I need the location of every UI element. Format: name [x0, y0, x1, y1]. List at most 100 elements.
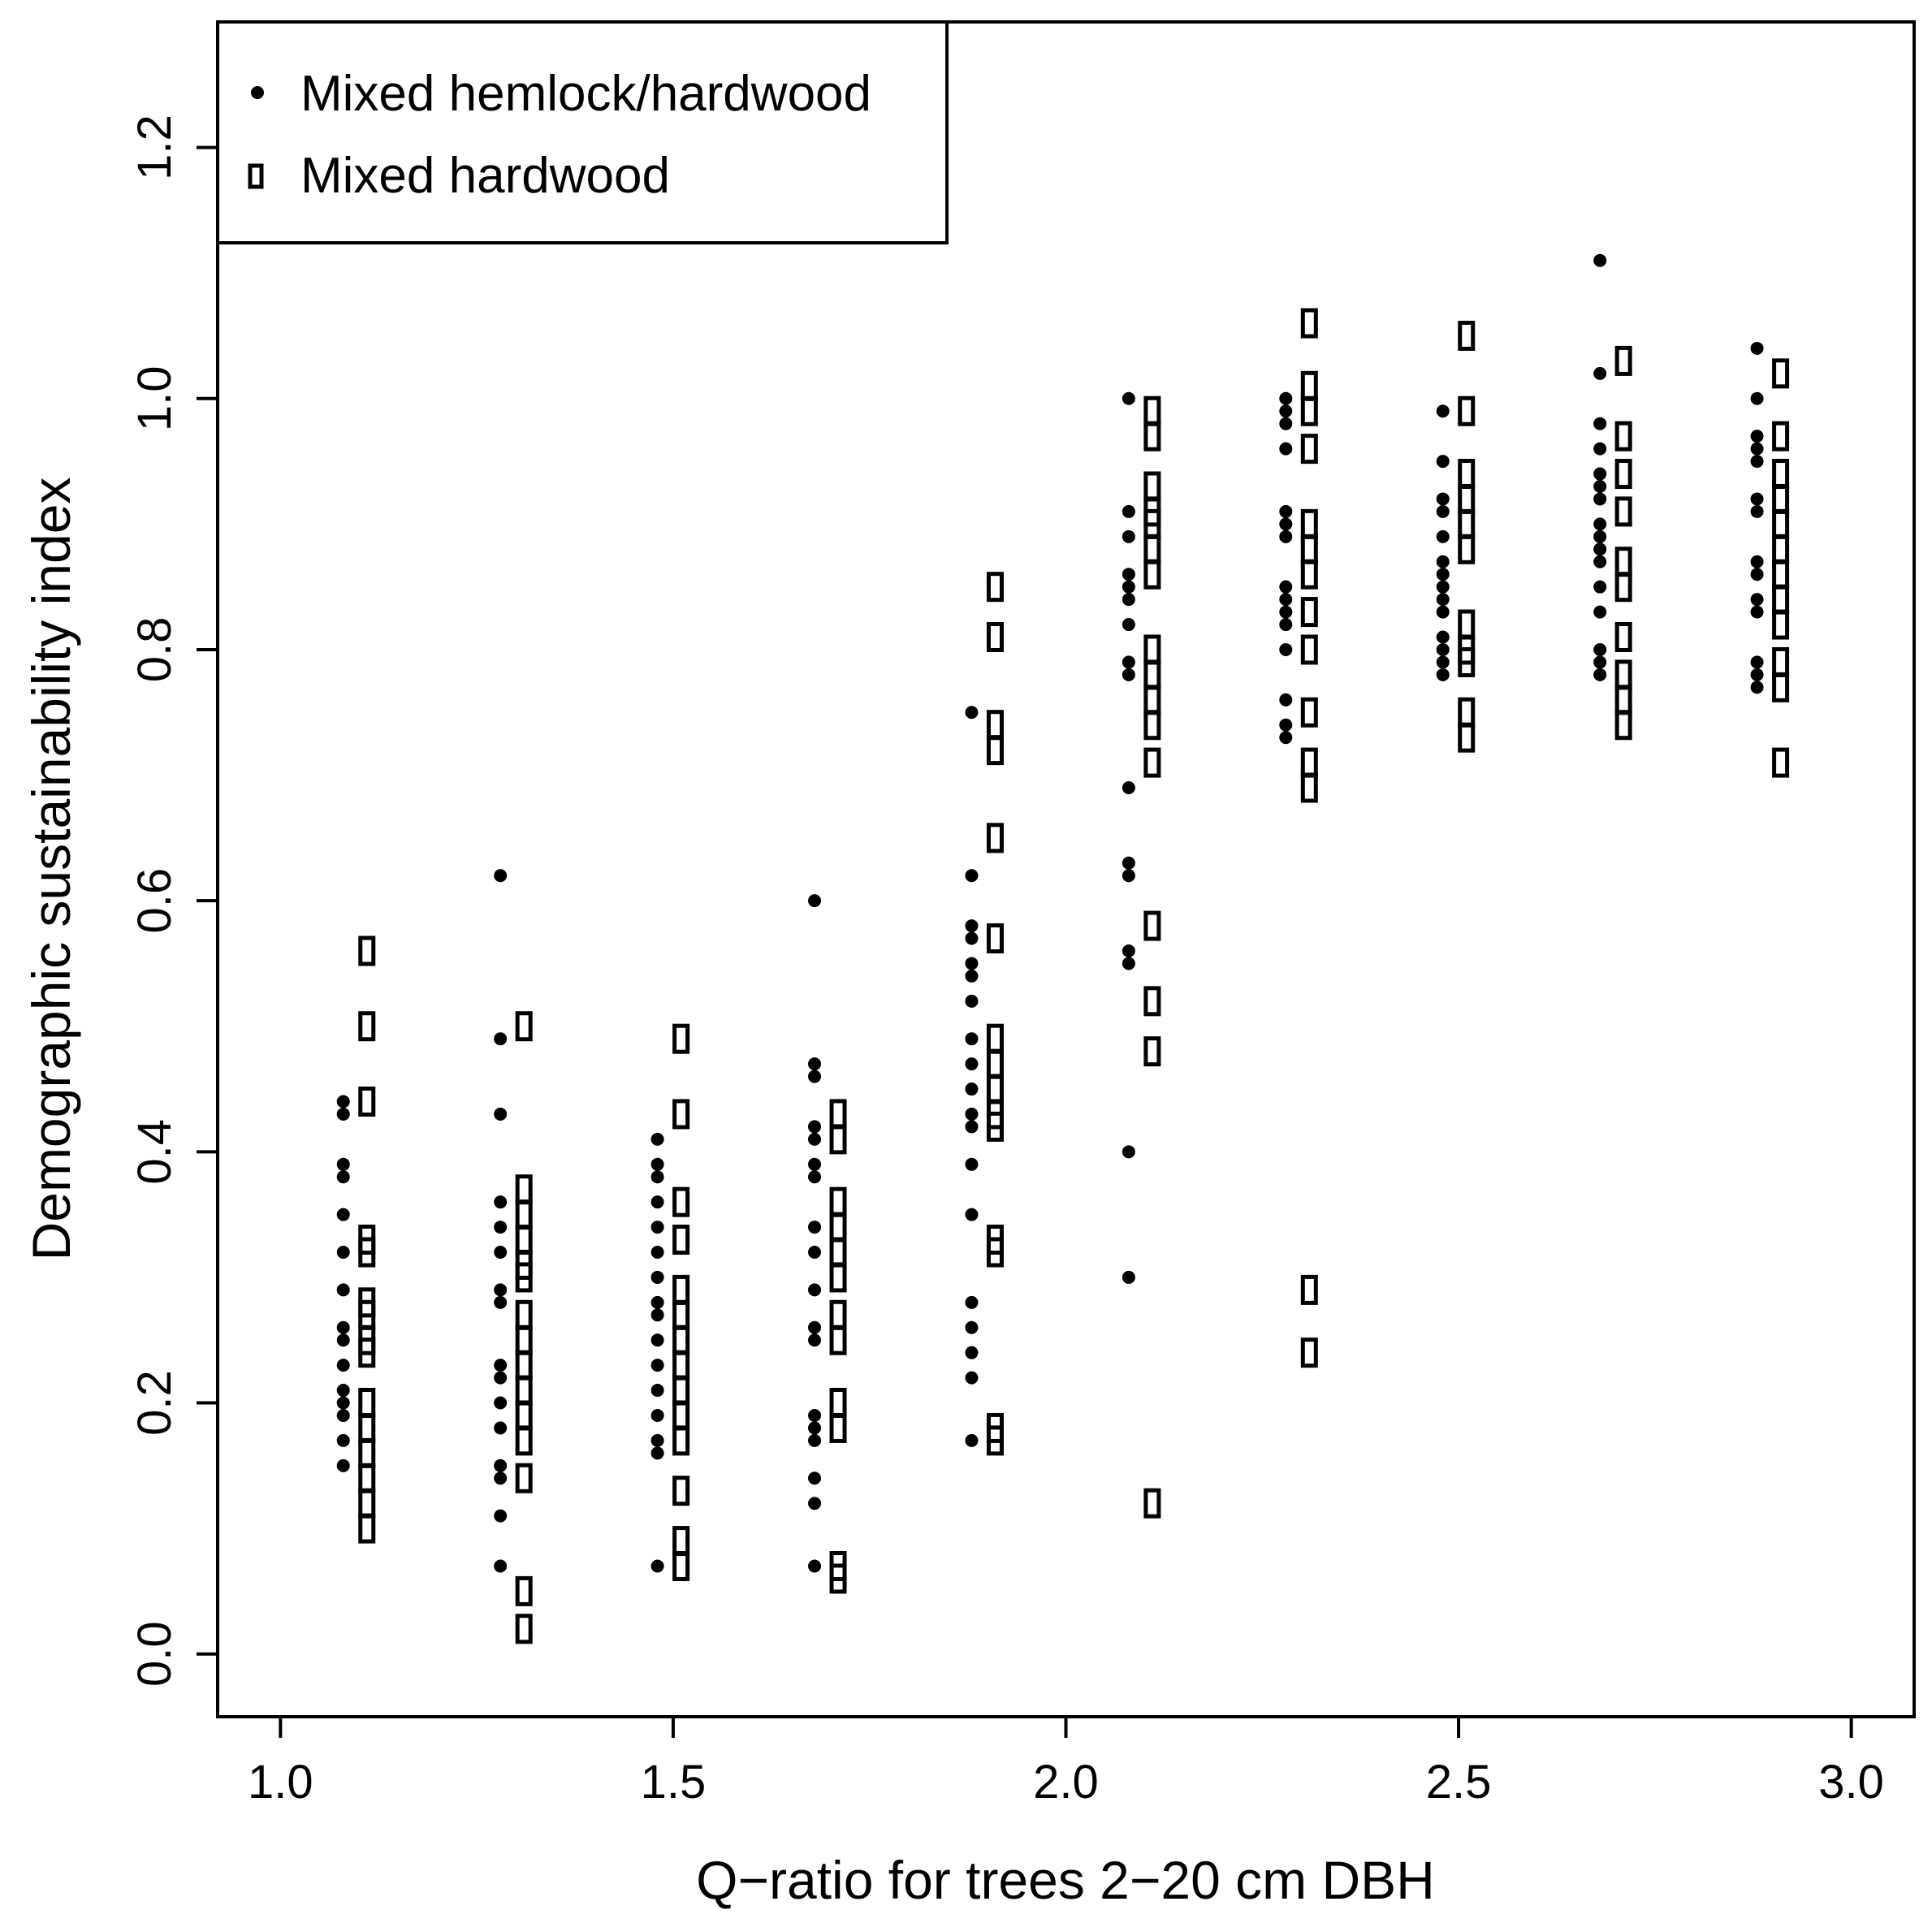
y-axis-label: Demographic sustainability index	[21, 478, 81, 1261]
point-hemlock-hardwood	[650, 1170, 664, 1184]
point-hemlock-hardwood	[1593, 555, 1607, 568]
point-mixed-hardwood	[515, 1463, 533, 1493]
point-hemlock-hardwood	[808, 1471, 822, 1485]
point-hemlock-hardwood	[494, 1559, 508, 1573]
point-mixed-hardwood	[358, 1086, 376, 1117]
point-hemlock-hardwood	[494, 1421, 508, 1435]
point-hemlock-hardwood	[1436, 404, 1450, 418]
point-mixed-hardwood	[1143, 1036, 1161, 1067]
point-mixed-hardwood	[672, 1476, 690, 1506]
point-hemlock-hardwood	[336, 1333, 350, 1347]
point-hemlock-hardwood	[808, 1433, 822, 1447]
point-mixed-hardwood	[1772, 421, 1790, 452]
legend-label-hardwood: Mixed hardwood	[300, 148, 670, 204]
point-hemlock-hardwood	[1122, 618, 1135, 632]
point-mixed-hardwood	[1614, 421, 1632, 452]
point-hemlock-hardwood	[1122, 655, 1135, 669]
point-hemlock-hardwood	[494, 869, 508, 883]
point-mixed-hardwood	[672, 1023, 690, 1054]
legend-marker-hemlock	[251, 86, 264, 99]
point-hemlock-hardwood	[1750, 391, 1764, 405]
point-hemlock-hardwood	[1750, 568, 1764, 581]
point-hemlock-hardwood	[650, 1359, 664, 1372]
point-mixed-hardwood	[1614, 710, 1632, 741]
point-hemlock-hardwood	[494, 1458, 508, 1472]
point-mixed-hardwood	[986, 735, 1004, 766]
point-hemlock-hardwood	[808, 1421, 822, 1435]
legend-box	[216, 20, 949, 244]
data-points	[336, 253, 1790, 1644]
point-hemlock-hardwood	[1593, 542, 1607, 556]
point-hemlock-hardwood	[1122, 391, 1135, 405]
point-hemlock-hardwood	[1279, 593, 1293, 607]
point-mixed-hardwood	[1300, 772, 1318, 803]
point-hemlock-hardwood	[1436, 630, 1450, 644]
point-mixed-hardwood	[1143, 1488, 1161, 1519]
point-hemlock-hardwood	[1122, 944, 1135, 957]
point-hemlock-hardwood	[336, 1384, 350, 1398]
point-hemlock-hardwood	[1279, 693, 1293, 707]
point-hemlock-hardwood	[1436, 642, 1450, 656]
point-hemlock-hardwood	[1279, 618, 1293, 632]
point-hemlock-hardwood	[965, 1032, 979, 1046]
point-hemlock-hardwood	[494, 1221, 508, 1234]
point-hemlock-hardwood	[494, 1396, 508, 1410]
point-mixed-hardwood	[986, 572, 1004, 603]
point-mixed-hardwood	[672, 1099, 690, 1130]
point-mixed-hardwood	[515, 1011, 533, 1042]
point-mixed-hardwood	[986, 1425, 1004, 1456]
point-hemlock-hardwood	[650, 1446, 664, 1460]
point-hemlock-hardwood	[336, 1283, 350, 1297]
point-mixed-hardwood	[1143, 559, 1161, 590]
point-hemlock-hardwood	[650, 1195, 664, 1209]
x-tick-label: 2.5	[1426, 1756, 1492, 1808]
legend-label-hemlock: Mixed hemlock/hardwood	[300, 66, 871, 122]
y-tick-label: 0.6	[128, 868, 181, 934]
point-hemlock-hardwood	[336, 1095, 350, 1108]
x-tick-label: 1.5	[641, 1756, 707, 1808]
point-hemlock-hardwood	[336, 1320, 350, 1334]
point-hemlock-hardwood	[1593, 492, 1607, 506]
point-mixed-hardwood	[358, 1513, 376, 1544]
point-hemlock-hardwood	[1279, 404, 1293, 418]
point-mixed-hardwood	[1300, 434, 1318, 465]
point-hemlock-hardwood	[965, 969, 979, 983]
point-mixed-hardwood	[986, 923, 1004, 954]
point-hemlock-hardwood	[494, 1246, 508, 1260]
point-hemlock-hardwood	[494, 1295, 508, 1309]
point-hemlock-hardwood	[1593, 529, 1607, 543]
point-mixed-hardwood	[515, 1425, 533, 1456]
point-mixed-hardwood	[672, 1186, 690, 1217]
point-hemlock-hardwood	[494, 1032, 508, 1046]
y-tick-label: 0.0	[128, 1621, 181, 1687]
point-mixed-hardwood	[1614, 345, 1632, 376]
point-hemlock-hardwood	[1593, 517, 1607, 531]
point-hemlock-hardwood	[336, 1246, 350, 1260]
point-mixed-hardwood	[358, 936, 376, 966]
point-hemlock-hardwood	[965, 1295, 979, 1309]
point-hemlock-hardwood	[965, 1057, 979, 1071]
point-hemlock-hardwood	[1122, 593, 1135, 607]
point-mixed-hardwood	[515, 1614, 533, 1644]
point-hemlock-hardwood	[494, 1107, 508, 1121]
point-mixed-hardwood	[358, 1337, 376, 1368]
point-hemlock-hardwood	[336, 1208, 350, 1221]
legend: Mixed hemlock/hardwood Mixed hardwood	[216, 20, 949, 244]
y-tick-label: 0.8	[128, 617, 181, 683]
point-mixed-hardwood	[515, 1575, 533, 1606]
point-hemlock-hardwood	[1279, 442, 1293, 456]
point-hemlock-hardwood	[650, 1295, 664, 1309]
point-mixed-hardwood	[1614, 496, 1632, 527]
point-hemlock-hardwood	[1122, 869, 1135, 883]
point-hemlock-hardwood	[1593, 366, 1607, 380]
point-hemlock-hardwood	[1593, 605, 1607, 619]
x-axis-label: Q−ratio for trees 2−20 cm DBH	[696, 1850, 1435, 1910]
point-hemlock-hardwood	[1750, 681, 1764, 694]
point-hemlock-hardwood	[1593, 442, 1607, 456]
point-hemlock-hardwood	[650, 1132, 664, 1146]
point-hemlock-hardwood	[808, 1132, 822, 1146]
point-mixed-hardwood	[1614, 622, 1632, 653]
point-mixed-hardwood	[1143, 747, 1161, 778]
point-hemlock-hardwood	[650, 1246, 664, 1260]
point-hemlock-hardwood	[808, 1170, 822, 1184]
